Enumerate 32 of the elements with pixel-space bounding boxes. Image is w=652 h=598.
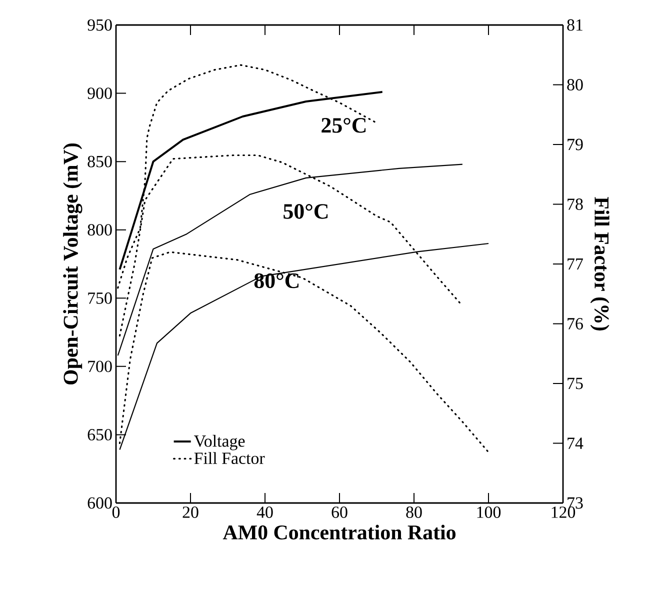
y-tick-label: 600 bbox=[88, 497, 112, 509]
y-tick-label: 650 bbox=[88, 428, 112, 440]
y2-tick-label: 73 bbox=[568, 497, 583, 509]
annotation: 80°C bbox=[254, 273, 299, 288]
y2-tick-label: 78 bbox=[568, 198, 583, 210]
y-tick-label: 750 bbox=[88, 292, 112, 304]
x-tick-label: 80 bbox=[406, 506, 422, 518]
x-tick-label: 40 bbox=[256, 506, 273, 518]
y2-axis-title: Fill Factor (%) bbox=[590, 196, 610, 330]
x-tick-label: 120 bbox=[552, 506, 576, 518]
x-axis-title: AM0 Concentration Ratio bbox=[222, 524, 456, 540]
y-axis-title: Open-Circuit Voltage (mV) bbox=[63, 143, 82, 384]
annotation: 50°C bbox=[284, 204, 328, 219]
y-tick-label: 700 bbox=[88, 360, 112, 372]
y-tick-label: 900 bbox=[88, 88, 112, 99]
x-tick-label: 20 bbox=[182, 506, 198, 518]
y-tick-label: 950 bbox=[88, 19, 112, 31]
x-tick-label: 60 bbox=[332, 506, 348, 518]
y2-tick-label: 77 bbox=[568, 258, 583, 270]
legend-label: Fill Factor bbox=[194, 452, 265, 464]
y2-tick-label: 81 bbox=[567, 19, 582, 31]
y-tick-label: 800 bbox=[88, 224, 112, 236]
x-tick-label: 100 bbox=[477, 506, 501, 518]
y2-tick-label: 76 bbox=[568, 318, 583, 330]
y2-tick-label: 75 bbox=[568, 378, 583, 390]
y2-tick-label: 79 bbox=[568, 138, 583, 150]
y2-tick-label: 80 bbox=[567, 79, 583, 90]
x-tick-label: 0 bbox=[112, 506, 120, 518]
y2-tick-label: 74 bbox=[568, 438, 584, 449]
y-tick-label: 850 bbox=[88, 156, 112, 168]
legend-label: Voltage bbox=[194, 434, 245, 450]
annotation: 25°C bbox=[322, 118, 366, 133]
